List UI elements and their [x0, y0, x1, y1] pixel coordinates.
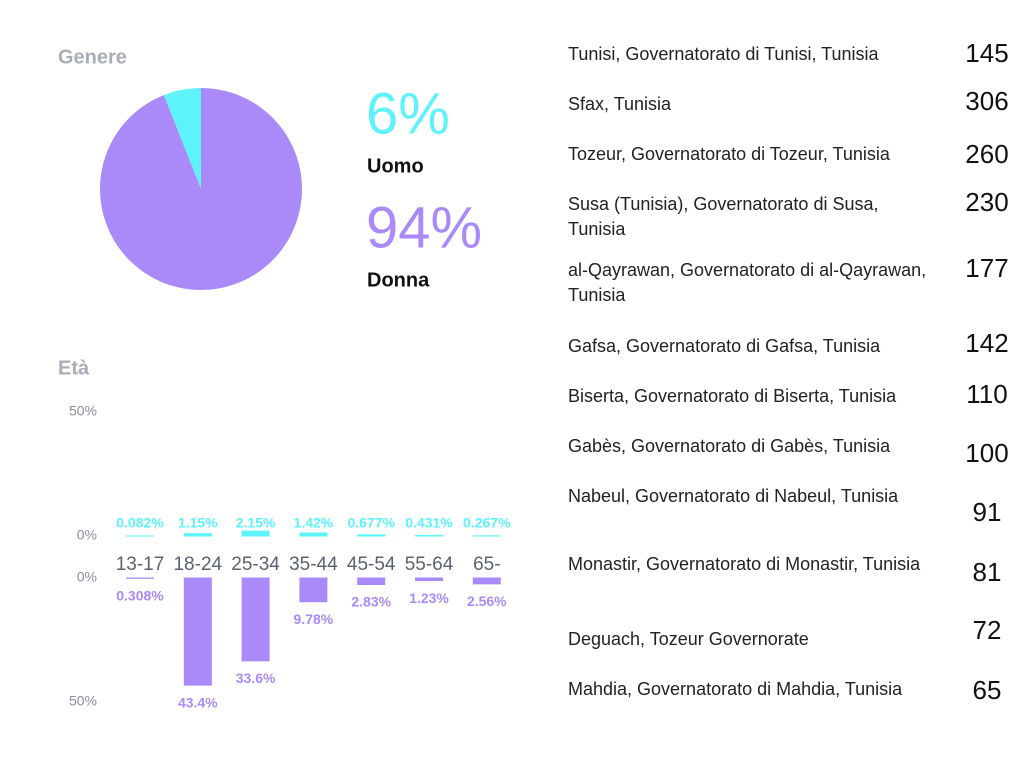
value-label: 2.83%	[351, 594, 391, 610]
y-tick-label: 0%	[77, 527, 97, 543]
value-label: 94%	[366, 195, 482, 260]
x-tick-label: 45-54	[347, 554, 396, 575]
location-name: Nabeul, Governatorato di Nabeul, Tunisia	[568, 486, 899, 506]
location-name: Gabès, Governatorato di Gabès, Tunisia	[568, 436, 891, 456]
value-label: 0.082%	[116, 515, 164, 531]
y2-tick-label: 50%	[69, 693, 97, 709]
bar	[126, 578, 154, 579]
location-count: 110	[966, 379, 1008, 409]
value-label: 0.267%	[463, 515, 511, 531]
location-name: Sfax, Tunisia	[568, 94, 672, 114]
pie-slice	[163, 88, 201, 189]
location-count: 260	[965, 139, 1009, 169]
chart-title: Età	[58, 357, 90, 379]
bar	[299, 532, 328, 536]
bar	[472, 535, 501, 536]
location-name: Monastir, Governatorato di Monastir, Tun…	[568, 554, 921, 574]
location-count: 81	[972, 557, 1002, 587]
location-name: Deguach, Tozeur Governorate	[568, 629, 809, 649]
location-name: al-Qayrawan, Governatorato di al-Qayrawa…	[568, 260, 927, 305]
value-label: 9.78%	[294, 611, 334, 627]
y2-tick-label: 0%	[77, 569, 97, 585]
location-name: Mahdia, Governatorato di Mahdia, Tunisia	[568, 679, 903, 699]
location-count: 230	[965, 187, 1009, 217]
value-label: 0.431%	[405, 515, 453, 531]
x-tick-label: 18-24	[173, 554, 222, 575]
x-tick-label: 35-44	[289, 554, 338, 575]
x-tick-label: 25-34	[231, 554, 280, 575]
location-name: Susa (Tunisia), Governatorato di Susa, T…	[568, 194, 879, 239]
location-count: 65	[972, 675, 1002, 705]
y-tick-label: 50%	[69, 403, 97, 419]
location-count: 142	[965, 328, 1009, 358]
chart-title: Genere	[58, 46, 127, 68]
legend-label: Donna	[367, 269, 430, 291]
value-label: 0.308%	[116, 587, 164, 603]
location-count: 91	[972, 497, 1002, 527]
bar	[415, 534, 443, 536]
value-label: 0.677%	[347, 515, 395, 531]
bar	[241, 578, 270, 662]
value-label: 2.15%	[236, 515, 276, 531]
location-count: 72	[972, 615, 1002, 645]
bar	[183, 578, 212, 686]
value-label: 6%	[366, 81, 450, 146]
location-count: 177	[965, 253, 1009, 283]
bar	[357, 578, 386, 586]
bar	[183, 533, 212, 536]
location-count: 145	[965, 38, 1009, 68]
x-tick-label: 55-64	[405, 554, 454, 575]
value-label: 1.23%	[409, 590, 449, 606]
location-count: 306	[965, 86, 1009, 116]
location-name: Tunisi, Governatorato di Tunisi, Tunisia	[568, 44, 879, 64]
legend-label: Uomo	[367, 155, 424, 177]
bar	[357, 534, 386, 536]
pie-slice	[99, 88, 302, 290]
x-tick-label: 13-17	[116, 554, 165, 575]
location-name: Tozeur, Governatorato di Tozeur, Tunisia	[568, 144, 890, 164]
value-label: 1.15%	[178, 515, 218, 531]
value-label: 33.6%	[236, 670, 276, 686]
x-tick-label: 65-	[473, 554, 500, 575]
bar	[241, 530, 270, 536]
bar	[299, 578, 328, 603]
value-label: 43.4%	[178, 694, 218, 710]
value-label: 2.56%	[467, 593, 507, 609]
bar	[415, 578, 443, 582]
location-count: 100	[965, 438, 1009, 468]
value-label: 1.42%	[294, 515, 334, 531]
location-name: Biserta, Governatorato di Biserta, Tunis…	[568, 386, 897, 406]
bar	[472, 578, 501, 585]
location-name: Gafsa, Governatorato di Gafsa, Tunisia	[568, 336, 881, 356]
